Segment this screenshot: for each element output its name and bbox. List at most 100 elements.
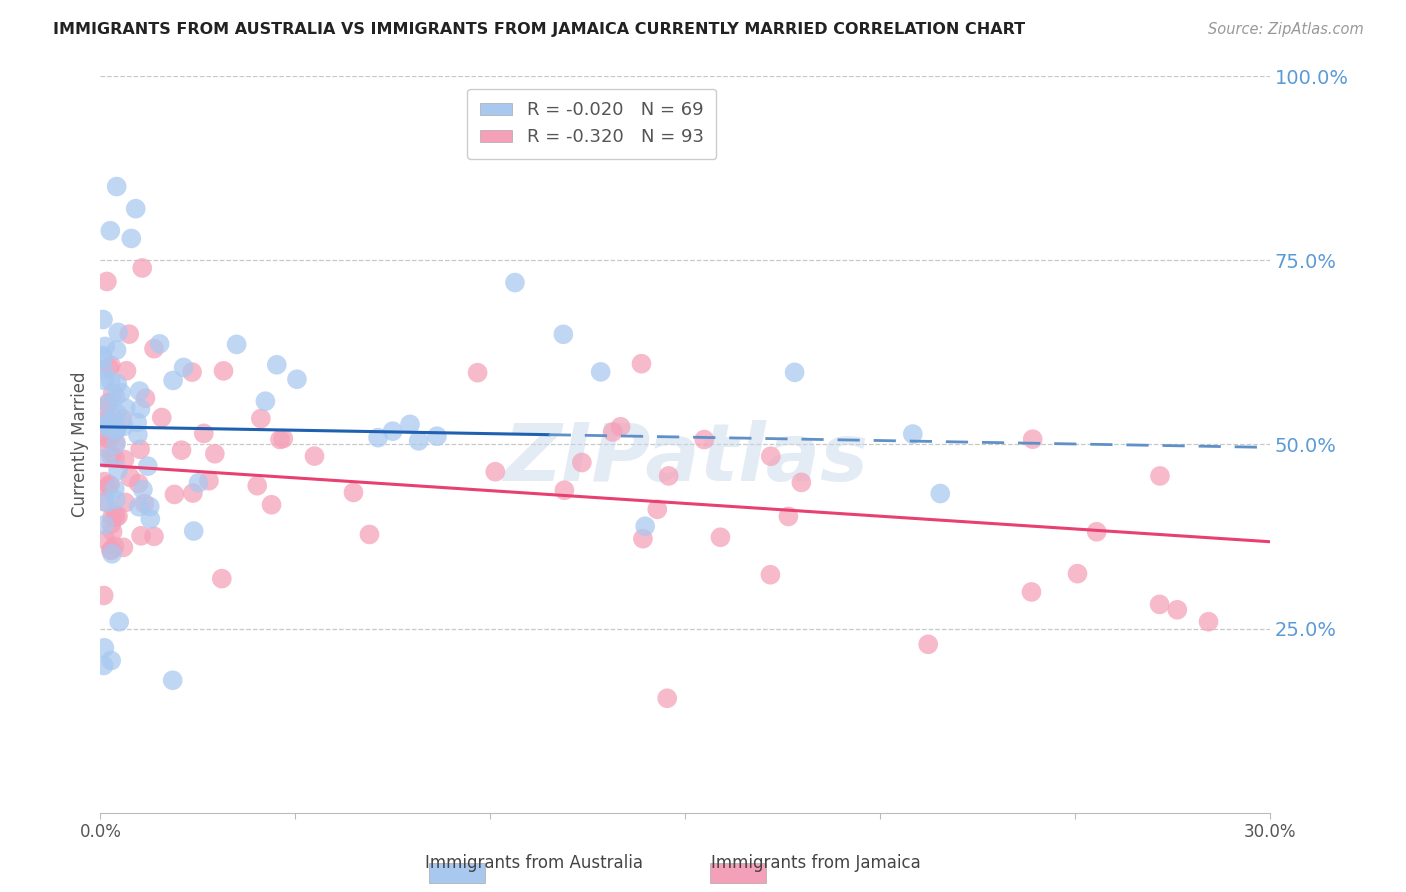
Point xyxy=(162,374,184,388)
Point xyxy=(609,419,631,434)
Point xyxy=(93,427,115,442)
Point xyxy=(170,443,193,458)
Point xyxy=(553,327,575,342)
Point xyxy=(97,417,120,432)
Point xyxy=(602,425,624,439)
Point xyxy=(1198,615,1220,629)
Point xyxy=(93,658,115,673)
Point xyxy=(778,509,800,524)
Point xyxy=(571,455,593,469)
Point xyxy=(630,357,652,371)
Point xyxy=(408,434,430,448)
Point xyxy=(254,394,277,409)
Point xyxy=(114,495,136,509)
Point xyxy=(211,572,233,586)
Point xyxy=(367,431,389,445)
Point xyxy=(589,365,612,379)
Point xyxy=(225,337,247,351)
Point xyxy=(129,401,152,416)
Point xyxy=(1149,598,1171,612)
Point xyxy=(183,524,205,538)
Text: ZIPatlas: ZIPatlas xyxy=(503,420,868,499)
Point xyxy=(94,451,117,466)
Point xyxy=(93,640,115,655)
Point xyxy=(198,474,221,488)
Point xyxy=(139,512,162,526)
Point xyxy=(104,482,127,496)
Point xyxy=(118,327,141,342)
Point xyxy=(111,411,134,425)
Point xyxy=(484,465,506,479)
Point xyxy=(163,487,186,501)
Point xyxy=(790,475,813,490)
Point xyxy=(108,615,131,629)
Point xyxy=(97,421,120,435)
Point xyxy=(96,413,118,427)
Point xyxy=(917,637,939,651)
Point xyxy=(94,339,117,353)
Legend: R = -0.020   N = 69, R = -0.320   N = 93: R = -0.020 N = 69, R = -0.320 N = 93 xyxy=(467,88,716,159)
Point xyxy=(107,463,129,477)
Point xyxy=(100,543,122,558)
Point xyxy=(93,373,115,387)
Point xyxy=(105,179,128,194)
Point xyxy=(96,441,118,455)
Point xyxy=(181,365,204,379)
Point xyxy=(901,427,924,442)
Point xyxy=(101,524,124,539)
Point xyxy=(91,362,114,376)
Point xyxy=(266,358,288,372)
Text: IMMIGRANTS FROM AUSTRALIA VS IMMIGRANTS FROM JAMAICA CURRENTLY MARRIED CORRELATI: IMMIGRANTS FROM AUSTRALIA VS IMMIGRANTS … xyxy=(53,22,1025,37)
Point xyxy=(96,495,118,509)
Point xyxy=(104,450,127,465)
Point xyxy=(104,510,127,524)
Text: Immigrants from Australia: Immigrants from Australia xyxy=(425,855,644,872)
Point xyxy=(269,433,291,447)
Point xyxy=(634,519,657,533)
Point xyxy=(204,447,226,461)
Point xyxy=(783,365,806,379)
Point xyxy=(709,530,731,544)
Point xyxy=(399,417,422,432)
Point xyxy=(134,391,156,405)
Text: Source: ZipAtlas.com: Source: ZipAtlas.com xyxy=(1208,22,1364,37)
Point xyxy=(181,486,204,500)
Point xyxy=(143,529,166,543)
Point xyxy=(100,359,122,373)
Point xyxy=(120,231,142,245)
Text: Immigrants from Jamaica: Immigrants from Jamaica xyxy=(710,855,921,872)
Point xyxy=(250,411,273,425)
Point xyxy=(97,360,120,375)
Point xyxy=(128,500,150,514)
Point xyxy=(98,478,121,492)
Point xyxy=(104,435,127,450)
Point xyxy=(759,449,782,463)
Point xyxy=(467,366,489,380)
Point xyxy=(162,673,184,688)
Point xyxy=(129,442,152,457)
Point xyxy=(143,342,166,356)
Point xyxy=(91,351,114,365)
Point xyxy=(271,432,294,446)
Point xyxy=(131,260,153,275)
Point xyxy=(285,372,308,386)
Point xyxy=(631,532,654,546)
Point xyxy=(100,431,122,445)
Point xyxy=(658,469,681,483)
Point xyxy=(128,476,150,491)
Point xyxy=(105,406,128,420)
Point xyxy=(101,386,124,401)
Point xyxy=(212,364,235,378)
Point xyxy=(645,502,668,516)
Point xyxy=(693,433,716,447)
Point xyxy=(103,540,125,554)
Point xyxy=(173,360,195,375)
Point xyxy=(1066,566,1088,581)
Point xyxy=(100,414,122,428)
Point xyxy=(96,481,118,495)
Point xyxy=(187,475,209,490)
Point xyxy=(129,529,152,543)
Point xyxy=(1149,469,1171,483)
Point xyxy=(100,543,122,558)
Point xyxy=(96,415,118,429)
